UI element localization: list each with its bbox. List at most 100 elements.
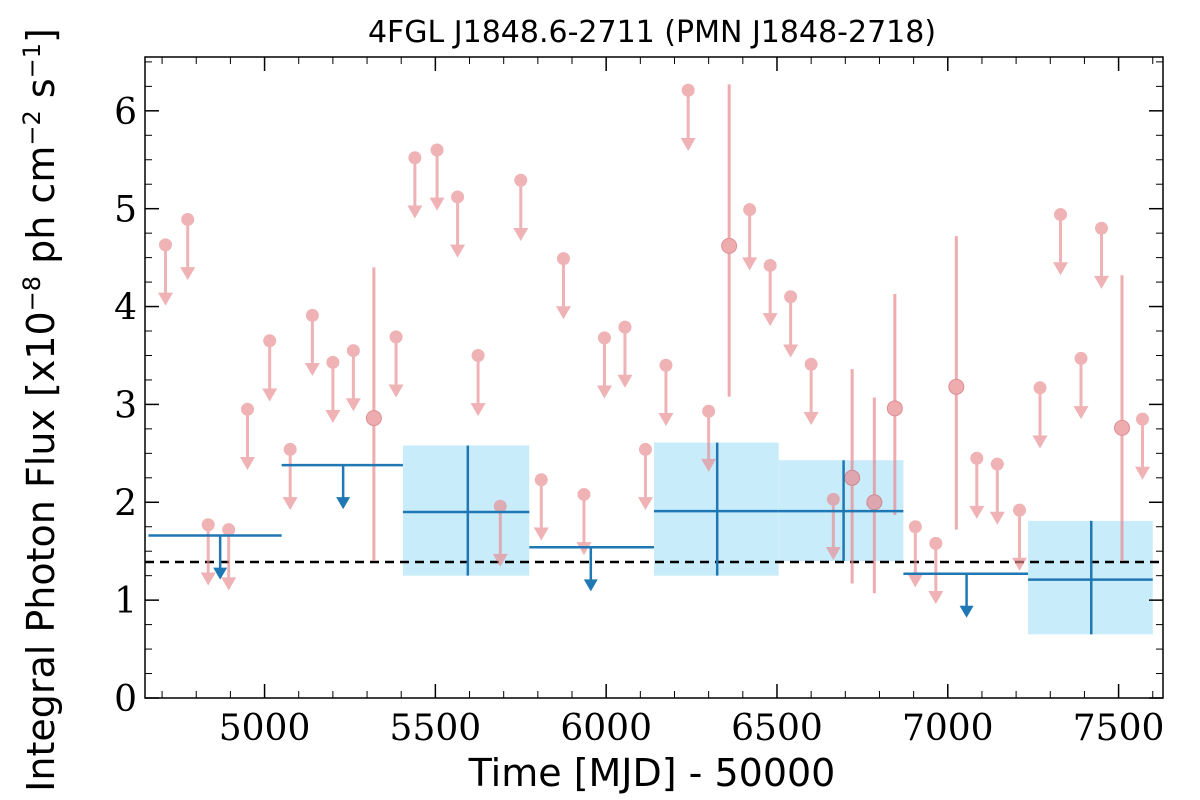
fine-upper-limit-arrow-5: [262, 388, 278, 402]
long-bin-band-0: [402, 445, 530, 576]
fine-upper-limit-point-5: [263, 334, 277, 348]
fine-detection-point-5: [948, 378, 965, 395]
fine-upper-limit-22: [637, 442, 653, 511]
fine-upper-limit-30: [825, 492, 841, 561]
fine-upper-limit-point-32: [929, 536, 943, 550]
fine-upper-limit-25: [701, 404, 717, 472]
long-upper-limit-arrow-3: [959, 605, 974, 618]
fine-upper-limit-31: [907, 520, 923, 588]
x-tick-label-1: 5500: [390, 708, 482, 749]
fine-upper-limit-point-37: [1054, 208, 1068, 222]
x-axis-label: Time [MJD] - 50000: [468, 751, 836, 795]
fine-upper-limit-point-34: [990, 457, 1004, 471]
fine-detection-point-0: [365, 410, 382, 427]
fine-upper-limit-arrow-27: [762, 313, 778, 327]
fine-upper-limit-arrow-23: [658, 412, 674, 426]
long-upper-limit-3: [903, 572, 1029, 618]
y-axis-label: Integral Photon Flux [x10−8 ph cm−2 s−1]: [18, 28, 63, 792]
fine-upper-limit-arrow-30: [825, 547, 841, 561]
fine-upper-limit-point-14: [471, 348, 485, 362]
fine-upper-limit-arrow-14: [470, 403, 486, 417]
fine-upper-limit-37: [1053, 208, 1069, 276]
fine-detection-5: [948, 236, 965, 530]
long-upper-limit-arrow-2: [583, 579, 598, 592]
long-upper-limit-arrow-1: [336, 497, 351, 510]
fine-upper-limit-arrow-31: [907, 574, 923, 588]
fine-upper-limit-point-4: [240, 402, 254, 416]
fine-upper-limit-arrow-17: [533, 527, 549, 541]
fine-upper-limit-40: [1135, 412, 1151, 480]
fine-upper-limit-arrow-29: [803, 411, 819, 425]
axes: 5000 5500 6000 6500 7000 7500 0 1 2 3 4 5 6: [114, 56, 1164, 749]
fine-upper-limit-point-16: [514, 173, 528, 187]
fine-upper-limit-arrow-11: [407, 205, 423, 219]
fine-upper-limit-arrow-33: [969, 505, 985, 519]
fine-upper-limit-arrow-40: [1135, 466, 1151, 480]
fine-upper-limit-34: [989, 457, 1005, 525]
fine-upper-limit-0: [157, 238, 173, 306]
fine-upper-limit-arrow-37: [1053, 262, 1069, 276]
y-axis-label-mid: ph cm: [19, 146, 63, 276]
fine-upper-limit-arrow-25: [701, 458, 717, 472]
y-tick-label-2: 2: [114, 483, 137, 524]
fine-detection-1: [721, 84, 738, 397]
x-tick-label-3: 6500: [731, 708, 823, 749]
y-axis-label-mid2: s: [19, 78, 63, 110]
fine-upper-limit-13: [450, 190, 466, 258]
fine-upper-limit-27: [762, 258, 778, 327]
fine-upper-limit-arrow-8: [325, 410, 341, 424]
fine-upper-limit-arrow-28: [783, 344, 799, 358]
fine-upper-limit-arrow-21: [617, 374, 633, 388]
fine-upper-limit-point-2: [201, 518, 215, 532]
fine-upper-limit-point-1: [181, 212, 195, 226]
fine-upper-limit-arrow-18: [555, 306, 571, 320]
fine-upper-limit-arrow-13: [450, 244, 466, 258]
y-axis-label-exp1: −8: [18, 276, 46, 311]
fine-upper-limit-11: [407, 151, 423, 219]
fine-upper-limit-arrow-19: [576, 542, 592, 556]
fine-upper-limit-19: [576, 487, 592, 556]
fine-upper-limit-arrow-16: [513, 227, 529, 241]
long-detection-2: [778, 460, 904, 561]
fine-upper-limit-point-13: [451, 190, 465, 204]
fine-upper-limit-5: [262, 334, 278, 402]
y-tick-label-1: 1: [114, 581, 137, 622]
fine-upper-limit-26: [742, 203, 758, 271]
fine-upper-limit-point-33: [970, 451, 984, 465]
fine-upper-limit-arrow-39: [1094, 275, 1110, 289]
plot-frame: [144, 56, 1164, 699]
x-tick-label-4: 7000: [902, 708, 994, 749]
fine-upper-limit-arrow-22: [637, 497, 653, 511]
fine-upper-limit-16: [513, 173, 529, 241]
fine-upper-limit-arrow-9: [345, 398, 361, 412]
fine-upper-limit-arrow-0: [157, 292, 173, 306]
y-axis-label-end: ]: [19, 28, 63, 43]
fine-upper-limit-point-11: [408, 151, 422, 165]
fine-detection-4: [886, 293, 903, 515]
fine-upper-limit-point-12: [430, 143, 444, 157]
fine-upper-limit-point-35: [1013, 503, 1027, 517]
fine-upper-limit-point-26: [743, 203, 757, 217]
fine-upper-limit-38: [1073, 351, 1089, 420]
long-upper-limit-0: [148, 534, 282, 580]
x-tick-label-2: 6000: [560, 708, 652, 749]
fine-upper-limit-32: [928, 536, 944, 605]
fine-upper-limit-arrow-12: [429, 197, 445, 211]
fine-upper-limit-28: [783, 290, 799, 358]
fine-detection-3: [866, 397, 883, 594]
fine-upper-limit-20: [596, 331, 612, 399]
fine-upper-limit-arrow-1: [180, 267, 196, 281]
fine-detection-point-3: [866, 494, 883, 511]
fine-upper-limit-arrow-10: [388, 384, 404, 398]
fine-upper-limit-point-27: [763, 258, 777, 272]
fine-upper-limit-point-19: [577, 487, 591, 501]
fine-upper-limit-point-10: [389, 330, 403, 344]
fine-detection-point-2: [844, 469, 861, 486]
fine-upper-limit-point-15: [493, 499, 507, 513]
fine-upper-limit-18: [555, 252, 571, 320]
fine-upper-limit-arrow-20: [596, 385, 612, 399]
plot-area: [145, 83, 1163, 635]
y-tick-label-5: 5: [114, 190, 137, 231]
long-upper-limit-1: [281, 463, 403, 510]
fine-upper-limit-36: [1032, 381, 1048, 449]
